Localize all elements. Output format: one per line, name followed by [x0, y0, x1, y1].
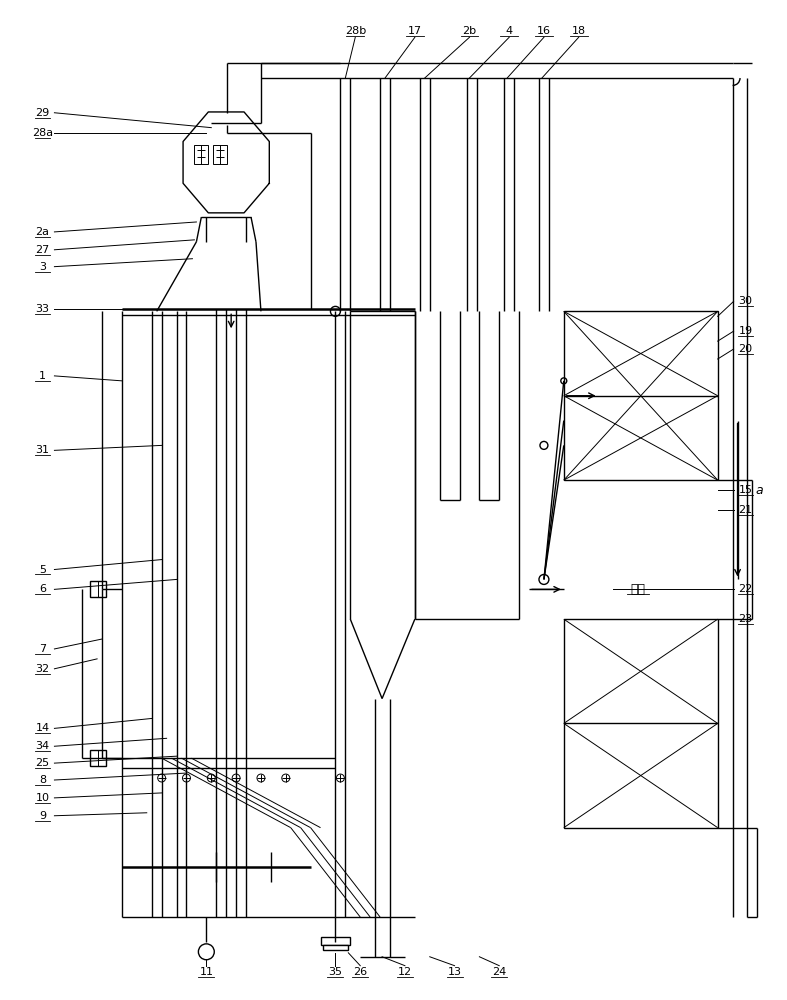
- Text: 32: 32: [35, 664, 50, 674]
- Bar: [563, 619, 718, 828]
- Text: 17: 17: [408, 26, 422, 36]
- Text: 23: 23: [738, 614, 752, 624]
- Text: 19: 19: [738, 326, 752, 336]
- Text: 26: 26: [353, 967, 368, 977]
- Text: 8: 8: [39, 775, 46, 785]
- Text: 15: 15: [738, 485, 752, 495]
- Text: 20: 20: [738, 344, 752, 354]
- Text: 14: 14: [35, 723, 50, 733]
- Text: 28a: 28a: [32, 128, 53, 138]
- Text: 2a: 2a: [35, 227, 50, 237]
- Text: 34: 34: [35, 741, 50, 751]
- Text: 2b: 2b: [463, 26, 476, 36]
- Bar: [91, 581, 106, 597]
- Text: 3: 3: [39, 262, 46, 272]
- Text: 21: 21: [738, 505, 752, 515]
- Bar: [323, 945, 349, 950]
- Text: 31: 31: [35, 445, 50, 455]
- Text: 18: 18: [571, 26, 586, 36]
- Text: a: a: [756, 484, 763, 497]
- Text: 27: 27: [35, 245, 50, 255]
- Bar: [320, 937, 350, 945]
- Bar: [91, 750, 106, 766]
- Text: 22: 22: [738, 584, 752, 594]
- Text: 28b: 28b: [345, 26, 366, 36]
- Text: 12: 12: [398, 967, 412, 977]
- Text: 13: 13: [448, 967, 461, 977]
- Text: 1: 1: [39, 371, 46, 381]
- Text: 9: 9: [39, 811, 46, 821]
- Text: 25: 25: [35, 758, 50, 768]
- Text: 33: 33: [35, 304, 50, 314]
- Bar: [194, 145, 209, 164]
- Bar: [213, 145, 227, 164]
- Text: 给水: 给水: [630, 583, 646, 596]
- Text: 11: 11: [199, 967, 213, 977]
- Text: 35: 35: [328, 967, 342, 977]
- Text: 30: 30: [738, 296, 752, 306]
- Bar: [563, 311, 718, 480]
- Text: 6: 6: [39, 584, 46, 594]
- Text: 7: 7: [39, 644, 46, 654]
- Text: 29: 29: [35, 108, 50, 118]
- Text: 4: 4: [505, 26, 513, 36]
- Text: 5: 5: [39, 565, 46, 575]
- Text: 16: 16: [537, 26, 551, 36]
- Text: 10: 10: [35, 793, 50, 803]
- Text: 24: 24: [492, 967, 506, 977]
